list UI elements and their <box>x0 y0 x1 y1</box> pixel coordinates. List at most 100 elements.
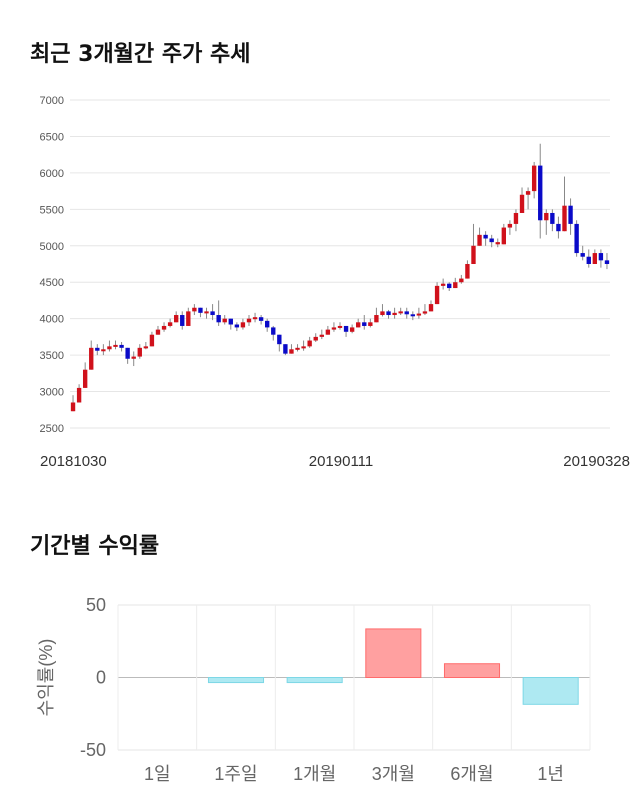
candle-body <box>519 194 525 213</box>
candle-body <box>477 234 482 246</box>
candle-body <box>550 212 555 224</box>
candle-body <box>525 191 531 195</box>
candle-body <box>167 322 173 326</box>
candle-body <box>149 334 155 347</box>
candle-body <box>246 318 252 323</box>
candle-body <box>386 311 391 316</box>
candle-y-tick-label: 3000 <box>40 387 64 399</box>
candle-body <box>513 212 519 224</box>
candle-body <box>113 344 118 347</box>
candle-body <box>337 325 343 328</box>
candlestick-chart: 7000 6500 6000 5500 5000 4500 4000 3500 3000 2500… <box>40 95 630 470</box>
candle-y-tick-label: 5500 <box>40 204 64 216</box>
candle-body <box>319 334 324 337</box>
bar <box>286 677 343 684</box>
candle-body <box>192 307 197 312</box>
candle-x-labels: 20181030 20190111 20190328 <box>40 453 630 470</box>
candle-body <box>271 327 276 335</box>
bar-x-labels: 1일 1주일 1개월 3개월 6개월 1년 <box>144 764 564 784</box>
candle-y-ticks: 7000 6500 6000 5500 5000 4500 4000 3500 3000 2500 <box>40 95 64 435</box>
candle-y-tick-label: 4000 <box>40 314 64 326</box>
candle-y-tick-label: 5000 <box>40 241 64 253</box>
bar-x-label: 1개월 <box>293 764 336 784</box>
candle-body <box>507 223 513 228</box>
candle-grid <box>70 99 610 429</box>
bar <box>443 663 501 678</box>
candle-body <box>137 347 142 357</box>
candle-x-label: 20190328 <box>563 453 630 470</box>
candle-body <box>265 320 270 328</box>
bar-y-ticks: 50 0 -50 <box>80 595 106 760</box>
candle-body <box>222 318 227 323</box>
candle-body <box>331 327 337 330</box>
candle-body <box>538 165 543 221</box>
bar-x-label: 1주일 <box>214 764 257 784</box>
candle-body <box>398 311 403 314</box>
candle-body <box>580 253 585 257</box>
candle-body <box>277 334 282 345</box>
candle-marks <box>70 143 610 412</box>
candle-body <box>89 347 94 370</box>
candle-body <box>459 278 464 283</box>
candle-body <box>295 347 300 350</box>
candle-body <box>574 223 579 254</box>
candle-body <box>289 349 294 354</box>
candle-body <box>313 336 318 341</box>
candle-body <box>544 212 549 221</box>
candle-body <box>95 347 100 351</box>
candle-body <box>283 344 288 354</box>
candle-body <box>374 315 379 323</box>
candle-body <box>82 369 88 388</box>
candle-body <box>180 315 185 326</box>
bar-y-tick-label: 50 <box>86 595 106 615</box>
candle-y-tick-label: 6000 <box>40 168 64 180</box>
bar-x-label: 6개월 <box>450 764 493 784</box>
candle-body <box>489 238 494 243</box>
candle-body <box>453 282 458 289</box>
candle-body <box>325 329 331 335</box>
candle-body <box>307 340 312 347</box>
candle-body <box>416 313 422 316</box>
price-trend-title: 최근 3개월간 주가 추세 <box>30 42 251 67</box>
candle-body <box>125 347 130 359</box>
candle-body <box>410 314 415 317</box>
candle-body <box>356 322 361 328</box>
candle-body <box>568 205 573 224</box>
candle-body <box>368 322 373 326</box>
candle-body <box>240 322 246 328</box>
candle-y-tick-label: 3500 <box>40 350 64 362</box>
candle-body <box>173 315 179 323</box>
candle-body <box>362 322 367 326</box>
bar-x-label: 1일 <box>144 764 171 784</box>
candle-body <box>101 349 106 352</box>
bar-grid <box>117 604 591 751</box>
candle-x-label: 20181030 <box>40 453 107 470</box>
candle-body <box>592 253 598 264</box>
candle-body <box>216 315 221 323</box>
bar-y-label: 수익률(%) <box>36 639 56 717</box>
candle-body <box>349 327 355 332</box>
candle-y-tick-label: 6500 <box>40 131 64 143</box>
candle-body <box>392 312 397 316</box>
candle-body <box>440 283 446 286</box>
candle-body <box>343 325 349 332</box>
returns-title: 기간별 수익률 <box>30 534 160 559</box>
candle-body <box>186 311 191 326</box>
candle-body <box>301 346 306 349</box>
candle-body <box>155 329 161 335</box>
candle-body <box>434 285 440 305</box>
bar-y-axis-label: 수익률(%) <box>36 639 56 717</box>
bar <box>365 628 422 678</box>
candle-body <box>586 256 591 264</box>
candle-body <box>161 325 167 330</box>
candle-body <box>428 304 434 312</box>
candle-body <box>598 253 604 261</box>
candle-body <box>234 324 240 328</box>
candle-body <box>131 356 136 359</box>
candle-body <box>604 260 610 264</box>
bar-y-tick-label: -50 <box>80 740 106 760</box>
candle-y-tick-label: 7000 <box>40 95 64 107</box>
candle-body <box>465 264 470 279</box>
candle-body <box>107 346 112 350</box>
